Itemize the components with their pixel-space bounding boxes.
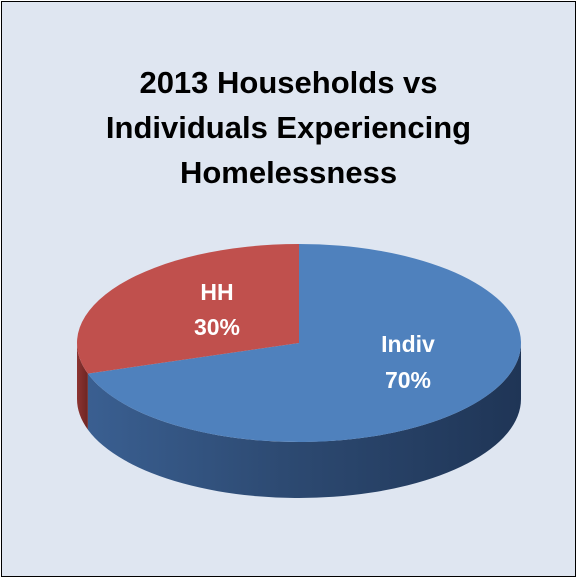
pie-labels: HH 30% Indiv 70%: [194, 279, 435, 393]
pie-slice-hh: [76, 244, 300, 374]
pie-sides: [77, 343, 522, 498]
pie-side-indiv: [87, 343, 522, 498]
title-line-1: 2013 Households vs: [139, 65, 438, 100]
pie-slice-indiv: [87, 244, 522, 442]
label-indiv-percent: 70%: [385, 367, 431, 393]
pie-tops: [76, 244, 522, 442]
chart-title: 2013 Households vs Individuals Experienc…: [2, 60, 575, 195]
pie-side-hh: [77, 343, 88, 430]
label-hh-name: HH: [200, 279, 233, 305]
title-line-3: Homelessness: [179, 155, 398, 190]
label-indiv-name: Indiv: [381, 331, 435, 357]
label-hh-percent: 30%: [194, 314, 240, 340]
title-line-2: Individuals Experiencing: [105, 110, 472, 145]
